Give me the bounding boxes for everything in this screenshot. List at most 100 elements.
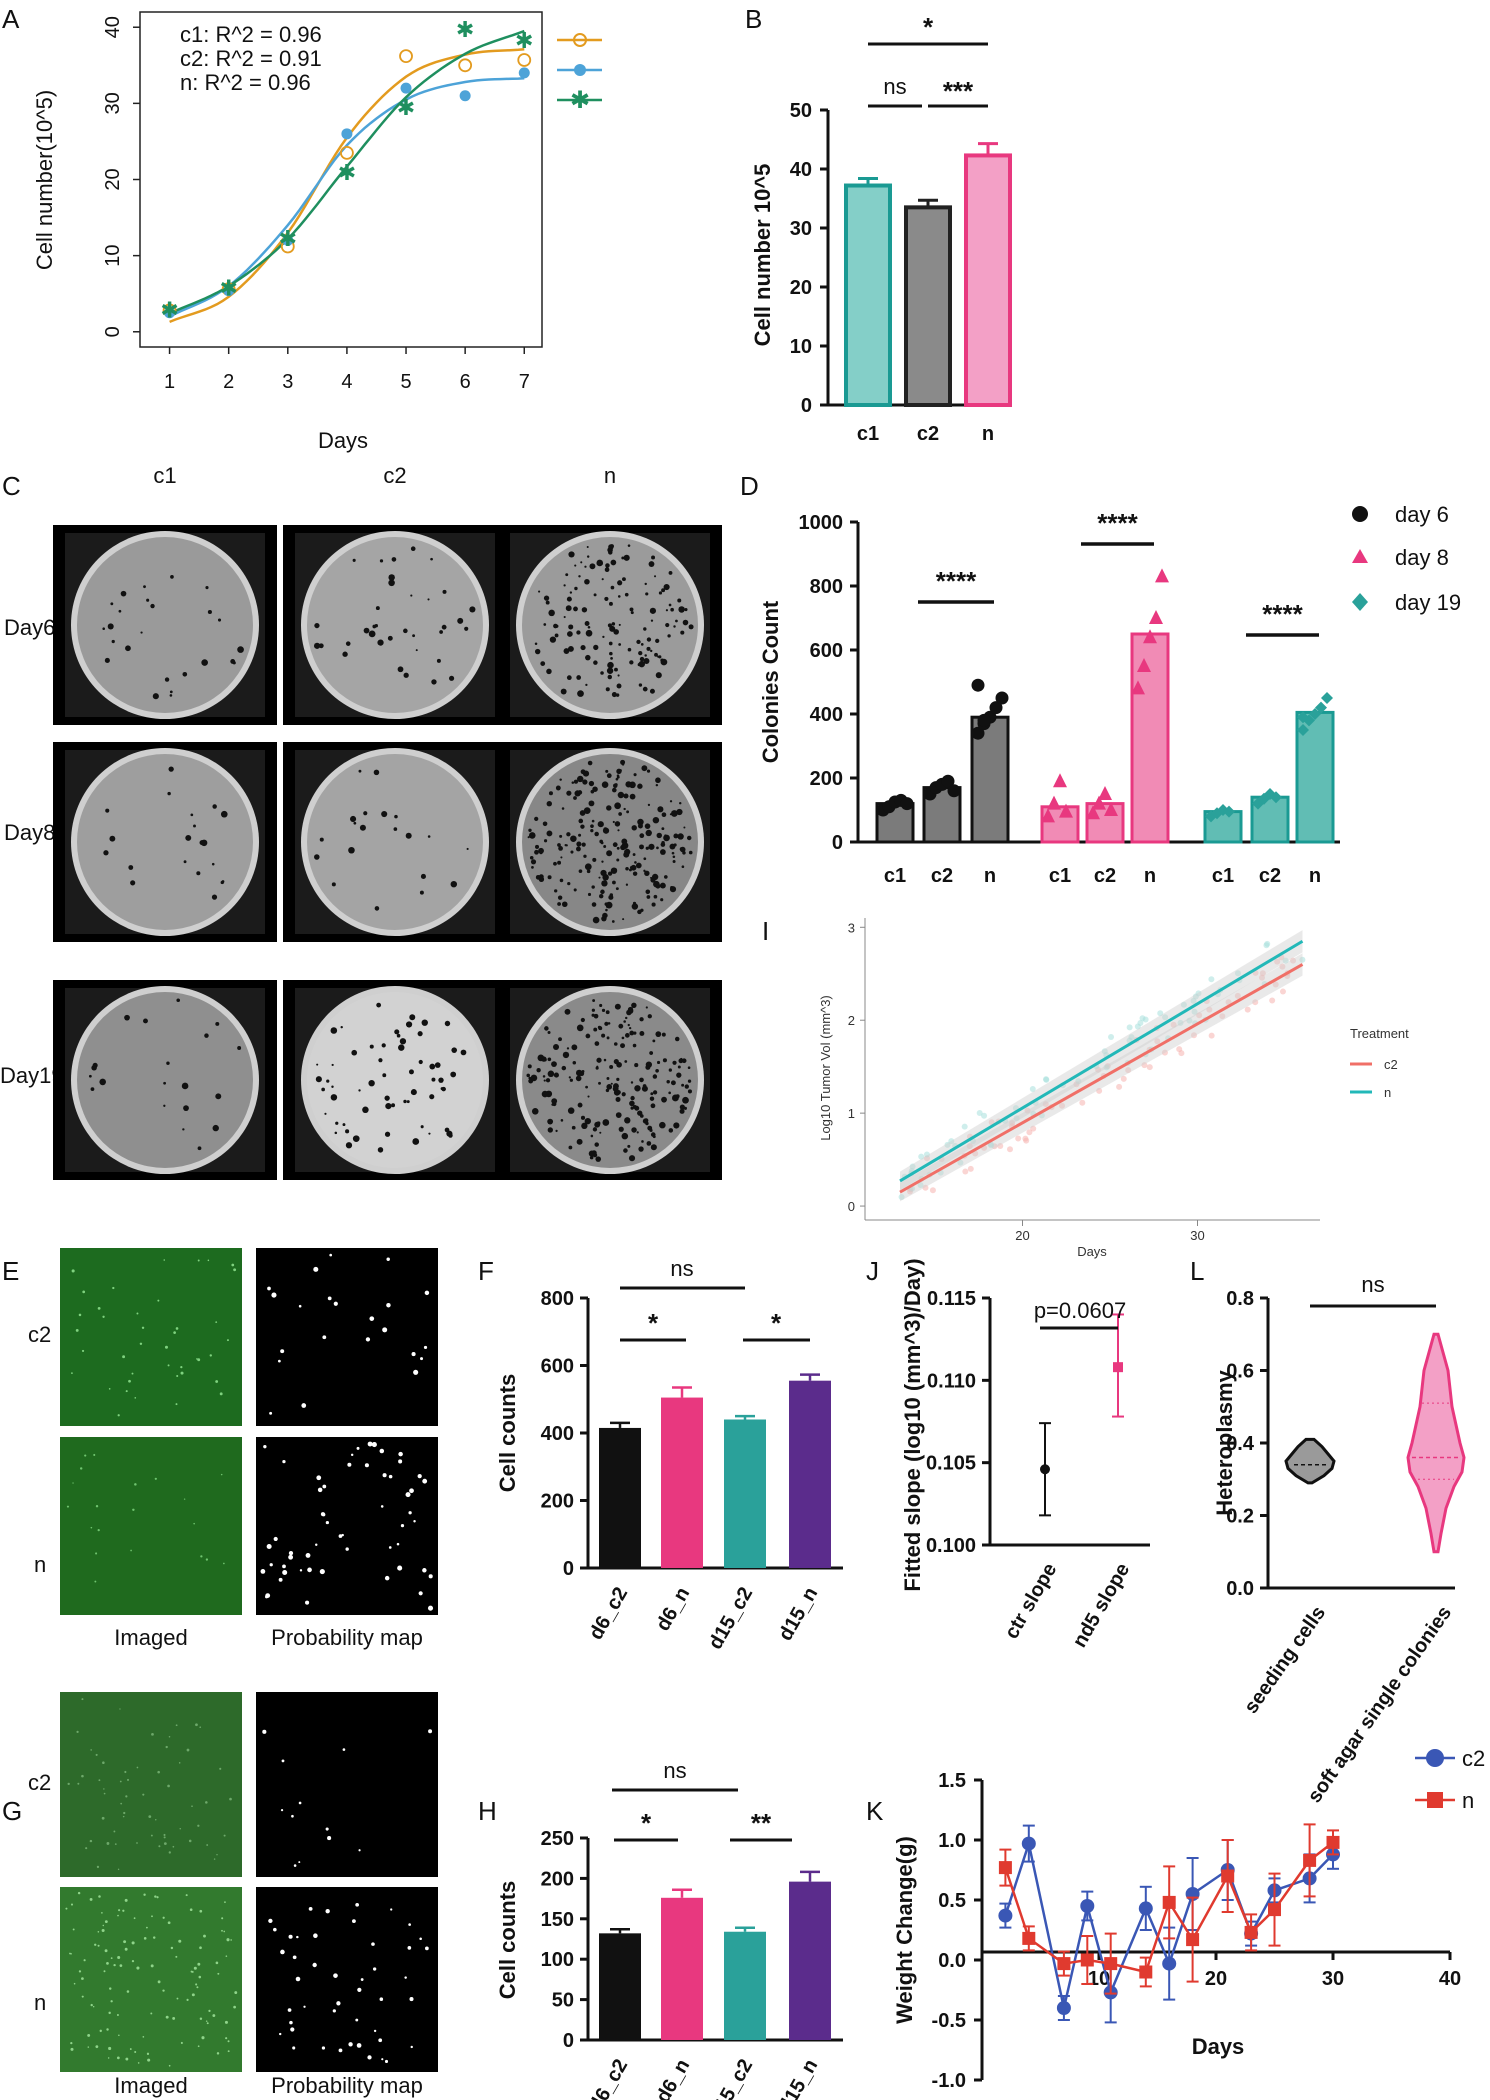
colony: [549, 636, 557, 643]
cell-dot: [99, 2029, 102, 2033]
colony: [606, 773, 612, 779]
colony: [410, 1089, 417, 1096]
sig-label-ns: ns: [670, 1256, 693, 1281]
colony: [651, 555, 656, 560]
cell-dot: [348, 2042, 353, 2047]
legend-marker-day8: [1352, 549, 1368, 563]
colony: [335, 1121, 339, 1125]
colony: [534, 816, 539, 821]
cell-dot: [125, 2057, 129, 2061]
cell-dot: [325, 1909, 330, 1914]
colony: [621, 763, 625, 766]
colony: [563, 648, 570, 654]
colony: [406, 1100, 410, 1104]
point-c2: [998, 1908, 1013, 1923]
colony: [573, 796, 577, 800]
legend-marker-c2: [1426, 1749, 1444, 1767]
colony: [647, 803, 651, 807]
panel-label-k: K: [866, 1796, 884, 1826]
data-point-n: [923, 1151, 930, 1158]
colony: [589, 1155, 594, 1160]
colony: [342, 651, 348, 657]
colony: [381, 1043, 386, 1048]
colony: [602, 1119, 610, 1126]
cell-dot: [279, 2032, 282, 2036]
data-point-n: [1013, 1115, 1020, 1122]
cell-dot: [332, 2009, 336, 2013]
colony: [669, 800, 673, 803]
colony: [169, 690, 173, 694]
colony: [638, 823, 643, 829]
point-n: [1326, 1835, 1340, 1849]
panel-label-l: L: [1190, 1256, 1204, 1286]
cell-dot: [97, 1306, 101, 1310]
colony: [625, 1016, 628, 1020]
colony: [646, 1065, 650, 1069]
cell-dot: [289, 2020, 293, 2025]
colony: [634, 861, 637, 864]
y-tick-label: 800: [541, 1288, 574, 1310]
panel-label-f: F: [478, 1256, 494, 1286]
colony: [374, 906, 380, 911]
colony: [681, 1083, 685, 1087]
cell-dot: [143, 1893, 146, 1896]
data-point: [1315, 701, 1327, 714]
colony: [211, 894, 218, 900]
cell-dot: [315, 1543, 318, 1546]
point-n: ✱: [397, 95, 415, 120]
legend-label-n: n: [1384, 1085, 1391, 1100]
point-n: ✱: [515, 28, 533, 53]
cell-dot: [193, 1966, 197, 1970]
cell-dot: [199, 1726, 202, 1729]
colony: [615, 777, 619, 781]
y-tick-label: 600: [541, 1356, 574, 1378]
cell-dot: [355, 2018, 359, 2022]
colony: [593, 644, 599, 651]
colony: [571, 781, 575, 784]
cell-dot: [371, 1942, 375, 1946]
cell-dot: [266, 1544, 272, 1550]
x-tick-label: n: [1144, 865, 1156, 887]
colony: [547, 1070, 555, 1078]
colony: [534, 642, 538, 646]
colony: [528, 828, 532, 832]
colony: [627, 1023, 630, 1027]
colony: [650, 1092, 654, 1096]
colony: [358, 769, 362, 773]
colony: [576, 630, 581, 635]
cell-dot: [142, 2035, 145, 2038]
legend-marker-day6: [1352, 506, 1368, 522]
imaged-n: [60, 1437, 242, 1615]
data-point: [1137, 658, 1151, 672]
data-point-n: [1075, 1078, 1082, 1085]
colony: [670, 607, 674, 612]
cell-dot: [124, 1898, 128, 1902]
colony: [679, 1108, 685, 1114]
plate-dish: [307, 754, 483, 930]
cell-dot: [87, 2046, 90, 2048]
cell-dot: [296, 1935, 299, 1939]
cell-dot: [396, 1542, 400, 1546]
data-point-c2: [966, 1143, 973, 1150]
colony: [547, 1127, 553, 1133]
colony: [373, 769, 380, 776]
colony: [586, 869, 591, 874]
colony: [615, 1112, 622, 1118]
colony: [658, 655, 662, 659]
cell-dot: [103, 1792, 106, 1795]
y-tick-label: 40: [102, 16, 124, 38]
cell-dot: [116, 2013, 119, 2016]
colony: [531, 1107, 539, 1115]
colony: [592, 1127, 598, 1132]
colony: [585, 629, 593, 637]
colony: [538, 847, 544, 854]
colony: [652, 1039, 656, 1043]
colony: [613, 629, 619, 635]
data-point-n: [1126, 1024, 1133, 1031]
colony: [606, 1036, 610, 1040]
colony: [661, 812, 667, 818]
colony: [623, 1020, 626, 1023]
panel-label-e: E: [2, 1256, 19, 1286]
colony: [620, 1043, 626, 1049]
